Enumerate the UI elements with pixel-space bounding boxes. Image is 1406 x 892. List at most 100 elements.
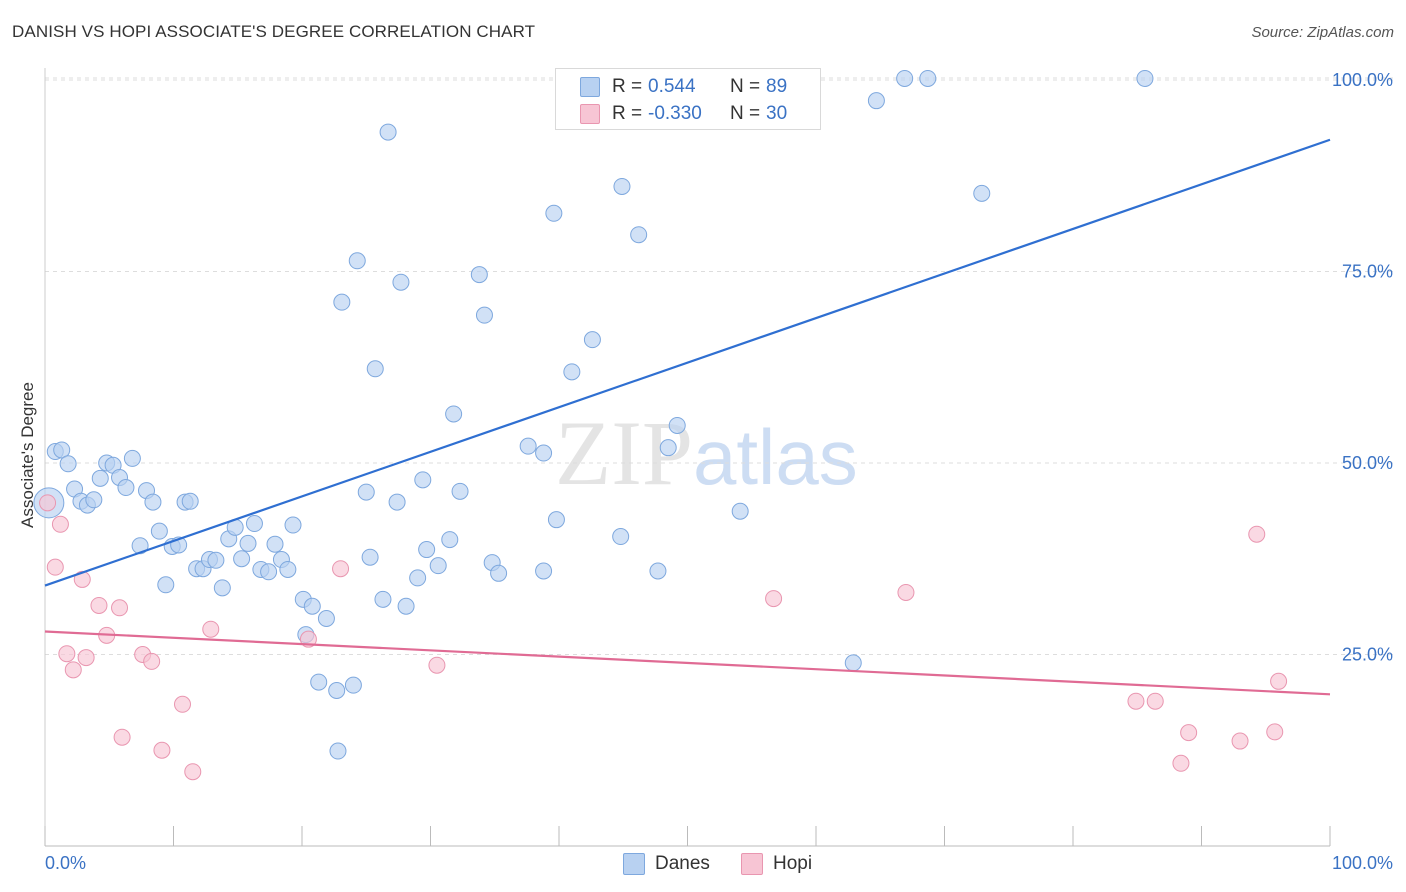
hopi-point (1270, 672, 1288, 690)
danes-point (279, 560, 297, 578)
danes-point (357, 483, 375, 501)
danes-point (157, 576, 175, 594)
y-tick-label: 25.0% (1342, 645, 1393, 665)
danes-point (374, 590, 392, 608)
danes-point (260, 563, 278, 581)
danes-point (213, 579, 231, 597)
hopi-trend-line (44, 630, 1331, 696)
danes-point (233, 550, 251, 568)
danes-point (649, 562, 667, 580)
danes-point (668, 416, 686, 434)
danes-point (144, 493, 162, 511)
danes-point (630, 226, 648, 244)
hopi-point (184, 763, 202, 781)
hopi-point (765, 590, 783, 608)
danes-point (414, 471, 432, 489)
danes-point (117, 479, 135, 497)
watermark: ZIPatlas (555, 400, 858, 506)
danes-point (366, 360, 384, 378)
y-tick-label: 75.0% (1342, 262, 1393, 282)
bottom-hopi-label: Hopi (773, 853, 813, 874)
y-tick-label: 100.0% (1332, 70, 1393, 90)
hopi-point (897, 583, 915, 601)
hopi-r-label: R = (612, 103, 643, 124)
bottom-danes-swatch (623, 853, 645, 875)
hopi-point (90, 596, 108, 614)
danes-point (85, 491, 103, 509)
danes-point (245, 515, 263, 533)
danes-r-label: R = (612, 76, 643, 97)
danes-point (844, 654, 862, 672)
hopi-point (1180, 724, 1198, 742)
bottom-hopi-swatch (741, 853, 763, 875)
danes-point (329, 742, 347, 760)
x-tick-label-left: 0.0% (45, 853, 86, 873)
hopi-point (173, 695, 191, 713)
bottom-legend-hopi: Hopi (741, 852, 812, 876)
hopi-point (113, 728, 131, 746)
danes-point (91, 469, 109, 487)
danes-point (239, 534, 257, 552)
danes-point (490, 564, 508, 582)
legend-row-hopi: R = -0.330 N = 30 (580, 101, 787, 127)
chart-title: DANISH VS HOPI ASSOCIATE'S DEGREE CORREL… (12, 22, 536, 41)
danes-point (123, 449, 141, 467)
danes-point (266, 535, 284, 553)
legend-row-danes: R = 0.544 N = 89 (580, 74, 787, 100)
hopi-point (1248, 525, 1266, 543)
y-tick-label: 50.0% (1342, 453, 1393, 473)
hopi-n-value: 30 (766, 103, 788, 124)
danes-point (659, 439, 677, 457)
hopi-point (1266, 723, 1284, 741)
x-tick-label-right: 100.0% (1332, 853, 1393, 873)
hopi-point (1231, 732, 1249, 750)
danes-point (919, 69, 937, 87)
danes-point (445, 405, 463, 423)
danes-r-value: 0.544 (648, 76, 696, 97)
danes-point (150, 522, 168, 540)
danes-swatch (580, 77, 600, 97)
hopi-point (153, 741, 171, 759)
hopi-point (143, 652, 161, 670)
danes-point (731, 502, 749, 520)
danes-point (547, 511, 565, 529)
danes-point (1136, 69, 1154, 87)
danes-point (328, 682, 346, 700)
danes-point (284, 516, 302, 534)
hopi-point (1172, 754, 1190, 772)
danes-point (583, 331, 601, 349)
source-label: Source: ZipAtlas.com (1251, 24, 1394, 41)
danes-n-label: N = (730, 76, 761, 97)
hopi-swatch (580, 104, 600, 124)
danes-point (388, 493, 406, 511)
danes-point (361, 548, 379, 566)
danes-point (418, 541, 436, 559)
hopi-point (1127, 692, 1145, 710)
danes-point (303, 597, 321, 615)
hopi-point (428, 656, 446, 674)
bottom-legend-danes: Danes (623, 852, 710, 876)
danes-n-value: 89 (766, 76, 788, 97)
hopi-point (332, 560, 350, 578)
correlation-legend: R = 0.544 N = 89 R = -0.330 N = 30 (555, 68, 821, 130)
danes-point (563, 363, 581, 381)
hopi-point (39, 494, 57, 512)
hopi-point (46, 558, 64, 576)
danes-point (519, 437, 537, 455)
danes-point (333, 293, 351, 311)
danes-trend-line (44, 138, 1331, 587)
watermark-atlas: atlas (693, 413, 858, 501)
hopi-point (77, 649, 95, 667)
danes-point (867, 92, 885, 110)
danes-point (348, 252, 366, 270)
danes-point (379, 123, 397, 141)
danes-point (207, 551, 225, 569)
danes-point (392, 273, 410, 291)
danes-point (470, 266, 488, 284)
danes-point (613, 177, 631, 195)
hopi-point (111, 599, 129, 617)
danes-point (451, 482, 469, 500)
danes-point (181, 492, 199, 510)
danes-point (973, 184, 991, 202)
